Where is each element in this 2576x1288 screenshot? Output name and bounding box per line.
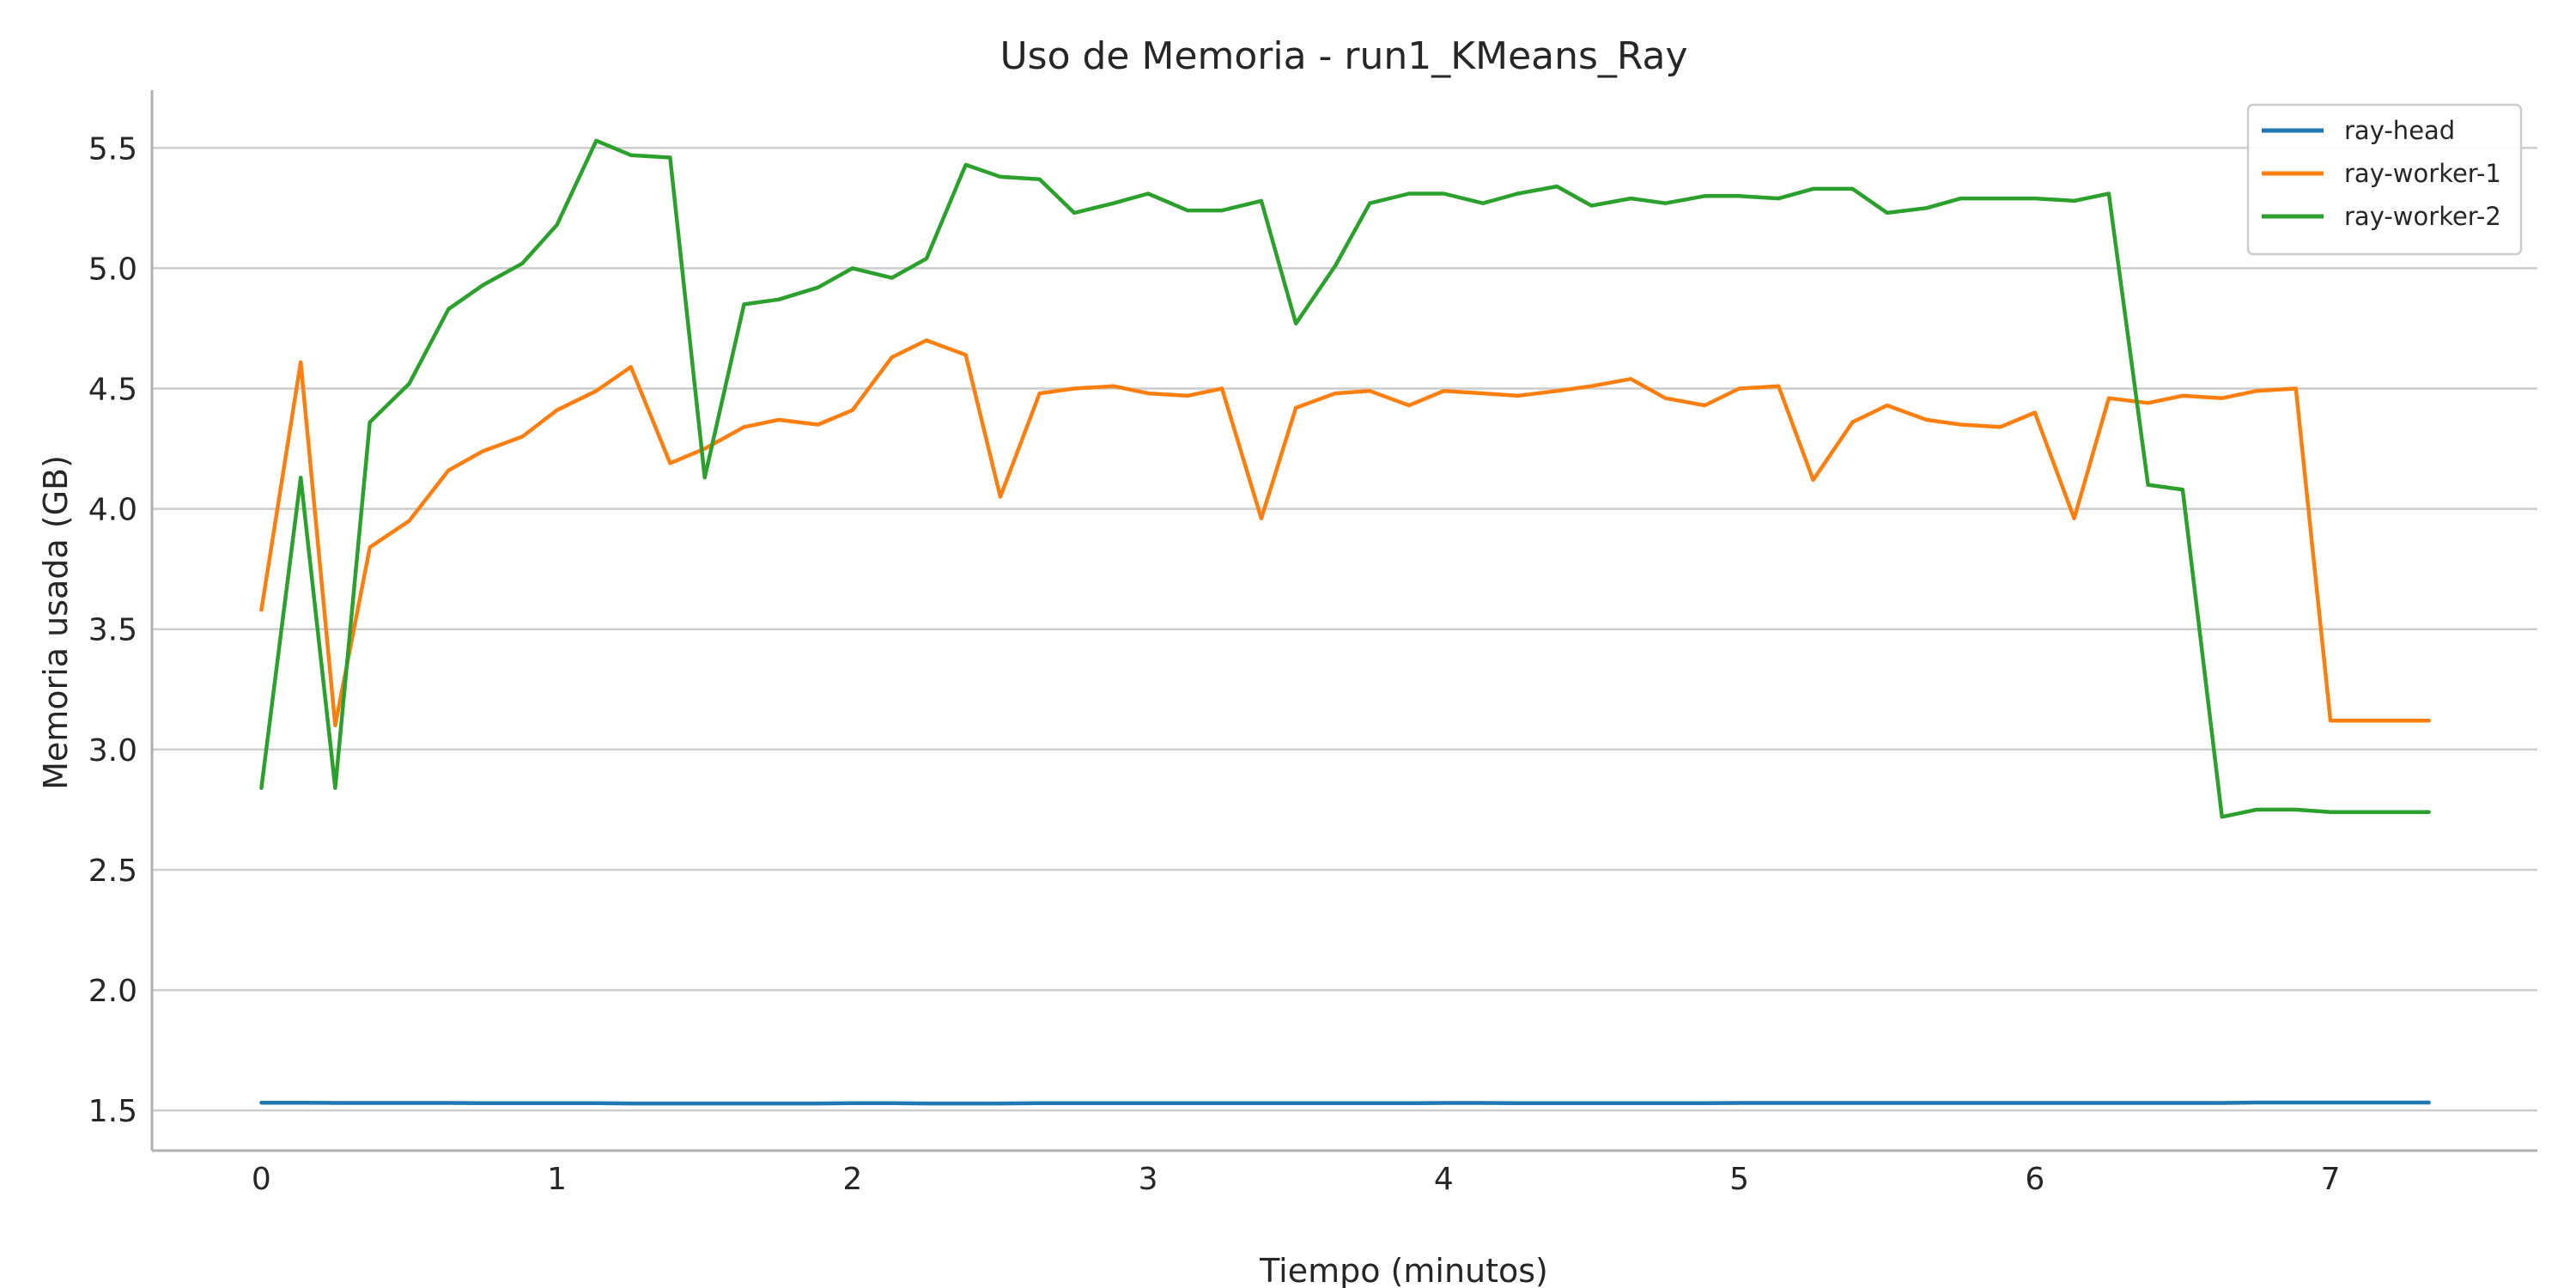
x-tick-label: 5 (1729, 1162, 1749, 1197)
x-tick-label: 3 (1139, 1162, 1158, 1197)
x-tick-label: 6 (2025, 1162, 2044, 1197)
x-tick-label: 1 (547, 1162, 567, 1197)
x-tick-label: 7 (2321, 1162, 2341, 1197)
y-tick-label: 2.0 (88, 974, 137, 1009)
legend: ray-head ray-worker-1 ray-worker-2 (2246, 103, 2523, 256)
series-line-ray-worker-2 (259, 138, 2431, 819)
x-axis-ticks: 0 1 2 3 4 5 6 7 (252, 1162, 2341, 1197)
x-axis-label: Tiempo (minutos) (1259, 1252, 1548, 1288)
series-line-ray-worker-1 (259, 338, 2431, 728)
series-lines (259, 138, 2431, 1106)
chart-title: Uso de Memoria - run1_KMeans_Ray (999, 34, 1687, 78)
y-tick-label: 2.5 (88, 854, 137, 889)
axes-spines (150, 90, 2537, 1152)
x-tick-label: 0 (252, 1162, 271, 1197)
y-tick-label: 3.5 (88, 613, 137, 648)
x-tick-label: 2 (842, 1162, 862, 1197)
legend-label-ray-worker-2: ray-worker-2 (2344, 202, 2501, 231)
y-axis-label: Memoria usada (GB) (37, 455, 75, 790)
y-tick-label: 5.5 (88, 131, 137, 167)
y-tick-label: 4.0 (88, 493, 137, 528)
x-tick-label: 4 (1434, 1162, 1454, 1197)
y-tick-label: 1.5 (88, 1094, 137, 1129)
y-tick-label: 5.0 (88, 252, 137, 287)
y-axis-ticks: 1.5 2.0 2.5 3.0 3.5 4.0 4.5 5.0 5.5 (88, 131, 137, 1129)
y-tick-label: 3.0 (88, 733, 137, 769)
gridlines (152, 147, 2537, 1112)
y-tick-label: 4.5 (88, 372, 137, 407)
legend-label-ray-worker-1: ray-worker-1 (2344, 159, 2501, 188)
legend-label-ray-head: ray-head (2344, 116, 2455, 145)
